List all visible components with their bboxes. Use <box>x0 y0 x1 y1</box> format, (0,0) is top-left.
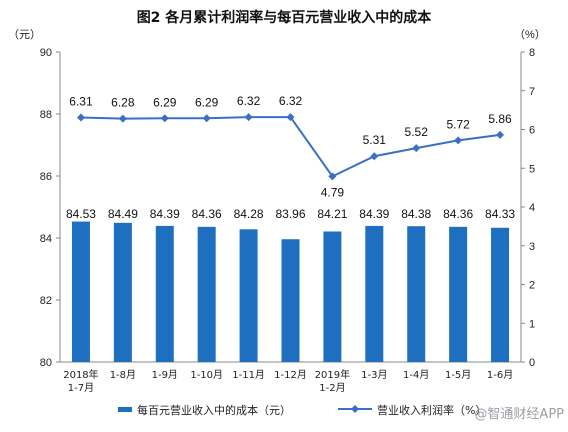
line-data-label: 6.29 <box>153 95 177 109</box>
legend: 每百元营业收入中的成本（元） 营业收入利润率（%） <box>118 403 486 417</box>
bar <box>365 225 384 362</box>
category-label: 1-12月 <box>274 369 307 381</box>
line-data-label: 5.86 <box>488 112 512 126</box>
line-data-label: 5.52 <box>405 125 429 139</box>
category-label: 1-5月 <box>445 369 471 381</box>
left-tick-label: 80 <box>40 357 52 369</box>
bar <box>197 226 216 362</box>
bar-data-label: 84.21 <box>317 207 347 221</box>
line-point <box>328 172 337 181</box>
line-data-label: 6.32 <box>279 94 303 108</box>
right-tick-label: 7 <box>529 86 535 98</box>
right-tick-label: 2 <box>529 280 535 292</box>
left-tick-label: 82 <box>40 295 52 307</box>
right-axis-ticks: 0 1 2 3 4 5 6 7 8 <box>521 47 535 369</box>
bar <box>281 239 300 362</box>
category-label: 1-2月 <box>319 382 345 394</box>
legend-line-label: 营业收入利润率（%） <box>377 403 486 417</box>
bar <box>407 226 426 362</box>
category-label: 1-7月 <box>68 382 94 394</box>
bar-data-label: 83.96 <box>275 207 305 221</box>
chart-title: 图2 各月累计利润率与每百元营业收入中的成本 <box>137 9 433 26</box>
right-tick-label: 0 <box>529 357 535 369</box>
line-point <box>76 113 85 122</box>
bar-data-label: 84.38 <box>401 207 431 221</box>
bar-data-label: 84.36 <box>443 207 473 221</box>
category-label: 1-3月 <box>361 369 387 381</box>
category-label: 2018年 <box>63 368 98 381</box>
right-tick-label: 1 <box>529 318 535 330</box>
left-tick-label: 86 <box>40 171 52 183</box>
bar <box>449 226 468 362</box>
line-data-label: 6.29 <box>195 95 219 109</box>
left-axis-ticks: 80 82 84 86 88 90 <box>40 47 60 369</box>
bar-data-label: 84.49 <box>108 207 138 221</box>
bar <box>323 231 342 362</box>
bar <box>71 221 90 362</box>
category-label: 1-10月 <box>190 369 223 381</box>
legend-bar-label: 每百元营业收入中的成本（元） <box>137 403 291 417</box>
bar <box>113 222 132 362</box>
line-data-labels: 6.31 6.28 6.29 6.29 6.32 6.32 4.79 5.31 5.52 5.72… <box>69 94 512 199</box>
line-path <box>80 116 501 178</box>
line-point <box>160 114 169 123</box>
bar <box>239 229 258 362</box>
line-point <box>202 114 211 123</box>
bar-data-label: 84.33 <box>485 207 515 221</box>
bar-data-label: 84.53 <box>66 207 96 221</box>
right-tick-label: 3 <box>529 241 535 253</box>
line-data-label: 5.72 <box>446 117 470 131</box>
category-label: 1-9月 <box>152 369 178 381</box>
right-tick-label: 5 <box>529 163 535 175</box>
legend-bar-swatch <box>118 407 132 412</box>
bar-data-label: 84.39 <box>150 207 180 221</box>
left-tick-label: 88 <box>40 109 52 121</box>
line-point <box>412 144 421 153</box>
right-axis-unit: （%） <box>514 28 546 41</box>
line-data-label: 6.32 <box>237 94 261 108</box>
category-label: 1-8月 <box>110 369 136 381</box>
category-label: 1-11月 <box>232 369 265 381</box>
right-tick-label: 4 <box>529 202 535 214</box>
category-label: 2019年 <box>315 368 350 381</box>
left-tick-label: 84 <box>40 233 52 245</box>
line-data-label: 5.31 <box>363 133 387 147</box>
watermark: @智通财经APP <box>474 407 564 422</box>
line-point <box>496 130 505 139</box>
line-point <box>244 113 253 122</box>
line-data-label: 6.31 <box>69 94 93 108</box>
legend-line-marker <box>351 405 359 413</box>
line-point <box>454 136 463 145</box>
line-data-label: 4.79 <box>321 185 345 199</box>
line-series <box>76 113 505 181</box>
bar-data-label: 84.36 <box>192 207 222 221</box>
bar-data-label: 84.28 <box>234 207 264 221</box>
line-point <box>118 114 127 123</box>
line-point <box>286 113 295 122</box>
left-tick-label: 90 <box>40 47 52 59</box>
right-tick-label: 6 <box>529 125 535 137</box>
left-axis-unit: （元） <box>8 28 41 41</box>
bar-data-labels: 84.53 84.49 84.39 84.36 84.28 83.96 84.21 84.39… <box>66 207 515 221</box>
bar <box>491 227 510 362</box>
bar-data-label: 84.39 <box>359 207 389 221</box>
line-point <box>370 152 379 161</box>
bar-series <box>71 221 510 362</box>
line-data-label: 6.28 <box>111 96 135 110</box>
bar <box>155 225 174 362</box>
category-label: 1-4月 <box>403 369 429 381</box>
category-label: 1-6月 <box>487 369 513 381</box>
right-tick-label: 8 <box>529 47 535 59</box>
